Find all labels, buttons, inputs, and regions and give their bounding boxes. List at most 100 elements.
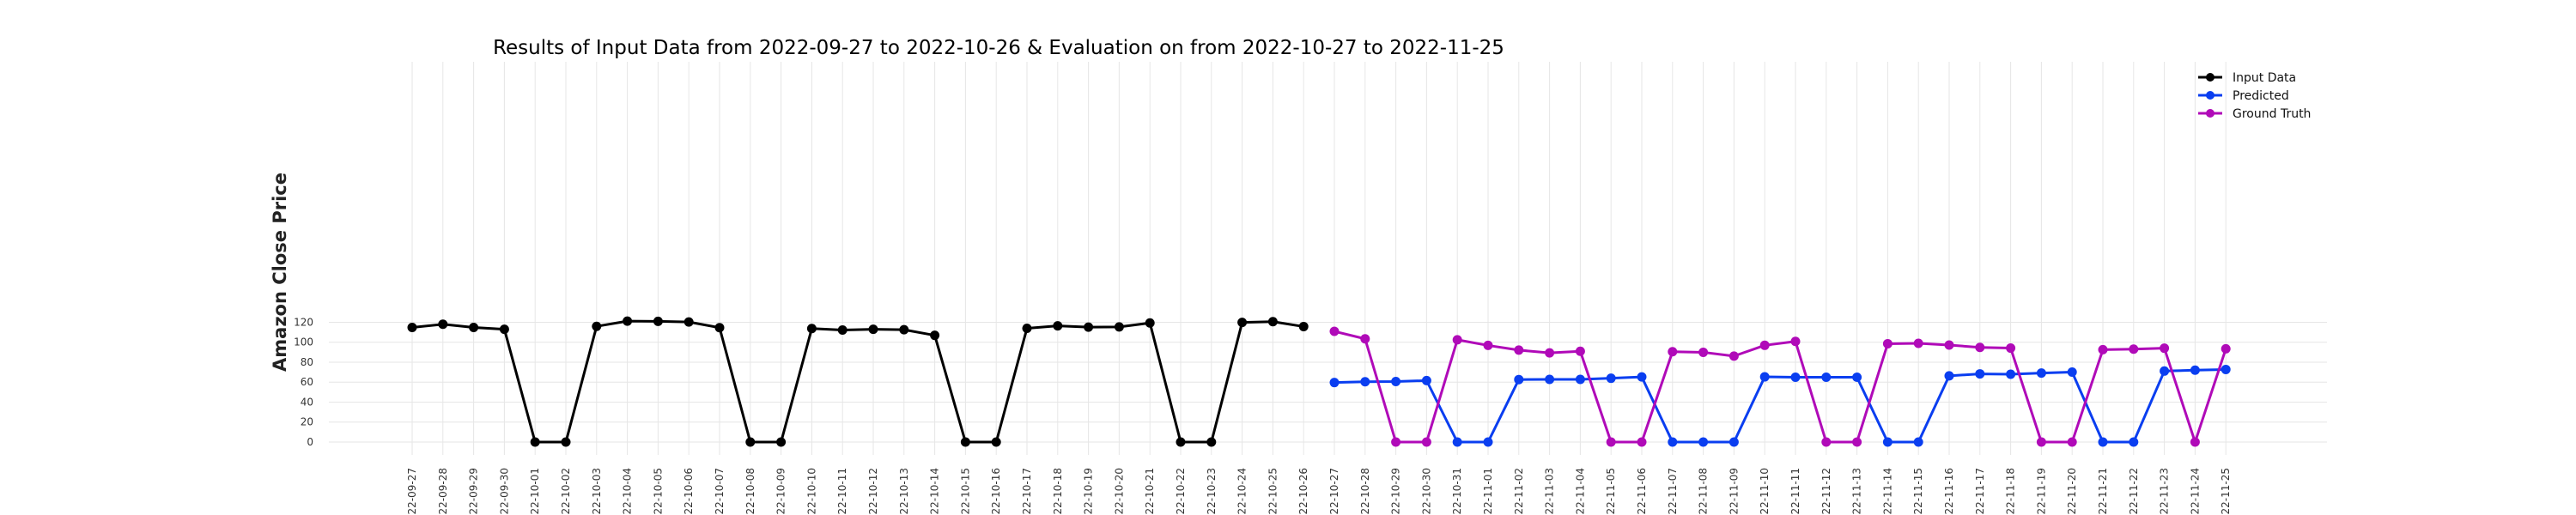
x-tick-label: 22-10-04 [622, 468, 634, 514]
data-point [1483, 437, 1493, 447]
x-tick-label: 22-11-09 [1728, 468, 1740, 514]
data-point [1882, 437, 1893, 447]
data-point [2190, 365, 2200, 375]
x-tick-label: 22-11-03 [1544, 468, 1556, 514]
data-point [2067, 367, 2077, 377]
x-tick-label: 22-11-16 [1943, 468, 1955, 514]
data-point [530, 437, 540, 447]
legend-label: Input Data [2233, 71, 2296, 85]
data-point [1391, 437, 1401, 447]
data-point [2129, 437, 2139, 447]
x-tick-label: 22-10-10 [805, 468, 817, 514]
x-tick-label: 22-11-20 [2066, 468, 2078, 514]
x-tick-label: 22-10-06 [683, 468, 695, 514]
x-tick-label: 22-11-02 [1513, 468, 1525, 514]
data-point [623, 316, 633, 326]
data-point [1206, 437, 1217, 447]
data-point [1790, 373, 1801, 383]
x-tick-label: 22-10-20 [1113, 468, 1125, 514]
data-point [438, 319, 448, 330]
x-tick-label: 22-11-21 [2097, 468, 2109, 514]
x-tick-label: 22-11-01 [1482, 468, 1494, 514]
data-point [469, 322, 479, 332]
data-point [991, 437, 1001, 447]
legend-marker [2206, 73, 2215, 82]
data-point [1637, 437, 1647, 447]
data-point [1514, 374, 1524, 385]
data-point [1606, 373, 1616, 384]
data-point [1452, 335, 1462, 345]
data-point [1698, 347, 1709, 357]
data-point [1790, 336, 1801, 347]
data-point [561, 437, 571, 447]
data-point [1483, 340, 1493, 350]
data-point [714, 323, 725, 333]
data-point [2098, 437, 2108, 447]
y-axis-label: Amazon Close Price [270, 173, 290, 372]
y-axis-ticks: 0 20 40 60 80 100 120 [294, 316, 313, 448]
data-point [1913, 338, 1923, 348]
data-point [1575, 346, 1585, 356]
data-point [776, 437, 787, 447]
x-tick-label: 22-10-15 [959, 468, 971, 514]
x-tick-label: 22-11-06 [1636, 468, 1648, 514]
y-tick-label: 60 [301, 376, 313, 388]
data-point [1944, 371, 1954, 381]
legend-label: Ground Truth [2233, 107, 2311, 121]
x-tick-label: 22-10-23 [1206, 468, 1218, 514]
data-point [1176, 437, 1186, 447]
data-point [2036, 368, 2046, 379]
x-tick-label: 22-11-23 [2159, 468, 2171, 514]
data-point [2160, 343, 2170, 354]
x-axis-ticks: 22-09-27 22-09-28 22-09-29 22-09-30 22-10-01… [406, 468, 2232, 514]
series-lines [407, 316, 2231, 447]
data-point [1329, 378, 1340, 388]
chart-title: Results of Input Data from 2022-09-27 to… [493, 37, 1504, 59]
data-point [1452, 437, 1462, 447]
data-point [2129, 344, 2139, 354]
y-tick-label: 120 [294, 316, 313, 328]
series-line-input-data [411, 319, 1304, 444]
data-point [1668, 437, 1678, 447]
x-tick-label: 22-10-17 [1021, 468, 1033, 514]
x-tick-label: 22-11-22 [2128, 468, 2140, 514]
x-tick-label: 22-11-24 [2189, 468, 2201, 514]
x-tick-label: 22-10-01 [529, 468, 541, 514]
data-point [1298, 321, 1309, 331]
data-point [1329, 326, 1340, 336]
data-point [1728, 437, 1739, 447]
x-tick-label: 22-11-04 [1574, 468, 1586, 514]
x-tick-label: 22-11-08 [1698, 468, 1710, 514]
legend-marker [2206, 109, 2215, 118]
data-point [1575, 374, 1585, 385]
data-point [1759, 372, 1770, 382]
data-point [2190, 437, 2200, 447]
x-tick-label: 22-10-21 [1144, 468, 1156, 514]
data-point [1514, 345, 1524, 355]
data-point [2006, 343, 2016, 354]
x-tick-label: 22-09-27 [406, 468, 418, 514]
data-point [1360, 377, 1370, 387]
x-tick-label: 22-11-18 [2005, 468, 2017, 514]
data-point [899, 324, 909, 335]
grid [329, 62, 2327, 455]
legend: Input Data Predicted Ground Truth [2198, 71, 2311, 121]
x-tick-label: 22-11-17 [1974, 468, 1986, 514]
data-point [2006, 369, 2016, 379]
x-tick-label: 22-10-02 [560, 468, 572, 514]
x-tick-label: 22-11-10 [1759, 468, 1771, 514]
data-point [1852, 437, 1862, 447]
data-point [1545, 374, 1555, 385]
x-tick-label: 22-11-25 [2220, 468, 2232, 514]
y-tick-label: 100 [294, 336, 313, 348]
x-tick-label: 22-10-26 [1297, 468, 1309, 514]
x-tick-label: 22-11-07 [1667, 468, 1679, 514]
x-tick-label: 22-11-05 [1605, 468, 1617, 514]
data-point [2160, 366, 2170, 376]
data-point [930, 330, 940, 341]
data-point [1637, 372, 1647, 382]
data-point [1022, 324, 1032, 334]
series-line-predicted [1334, 367, 2227, 444]
data-point [1237, 318, 1248, 328]
data-point [2221, 364, 2231, 374]
